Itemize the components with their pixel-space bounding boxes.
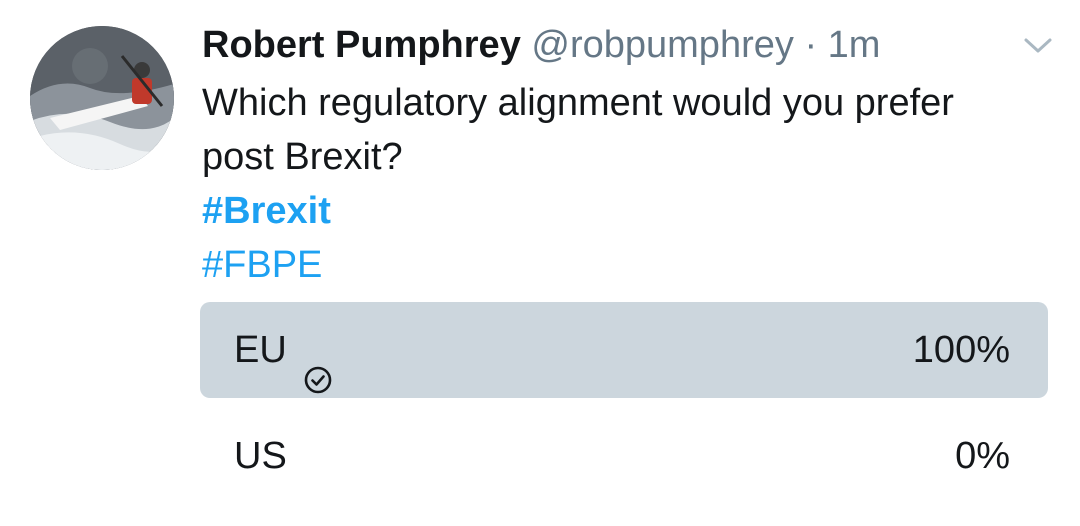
author-handle[interactable]: @robpumphrey [531, 24, 794, 66]
kayaker-avatar-image [30, 26, 174, 170]
tweet-text-line: Which regulatory alignment would you pre… [202, 82, 954, 124]
author-name[interactable]: Robert Pumphrey [202, 24, 521, 66]
poll-option-text: EU [234, 329, 287, 371]
poll-option-percent: 100% [912, 329, 1010, 371]
chevron-down-icon[interactable] [1022, 36, 1054, 56]
poll-option-text: US [234, 435, 287, 477]
separator-dot: · [804, 24, 818, 66]
poll-result-bar [200, 302, 1048, 398]
tweet-timestamp[interactable]: 1m [827, 24, 881, 66]
poll-option-us[interactable]: US 0% [200, 408, 1048, 504]
poll: EU 100% US 0% [200, 302, 1048, 514]
check-circle-icon [303, 335, 333, 394]
poll-option-percent: 0% [955, 435, 1010, 477]
poll-option-label: US [234, 408, 287, 504]
hashtag-link[interactable]: #Brexit [202, 190, 331, 232]
poll-option-label: EU [234, 302, 333, 398]
tweet-text-line: post Brexit? [202, 136, 403, 178]
poll-option-eu[interactable]: EU 100% [200, 302, 1048, 398]
tweet-body: Which regulatory alignment would you pre… [202, 76, 1042, 292]
hashtag-link[interactable]: #FBPE [202, 244, 323, 286]
author-avatar[interactable] [30, 26, 174, 170]
tweet-header: Robert Pumphrey @robpumphrey · 1m [202, 22, 880, 68]
